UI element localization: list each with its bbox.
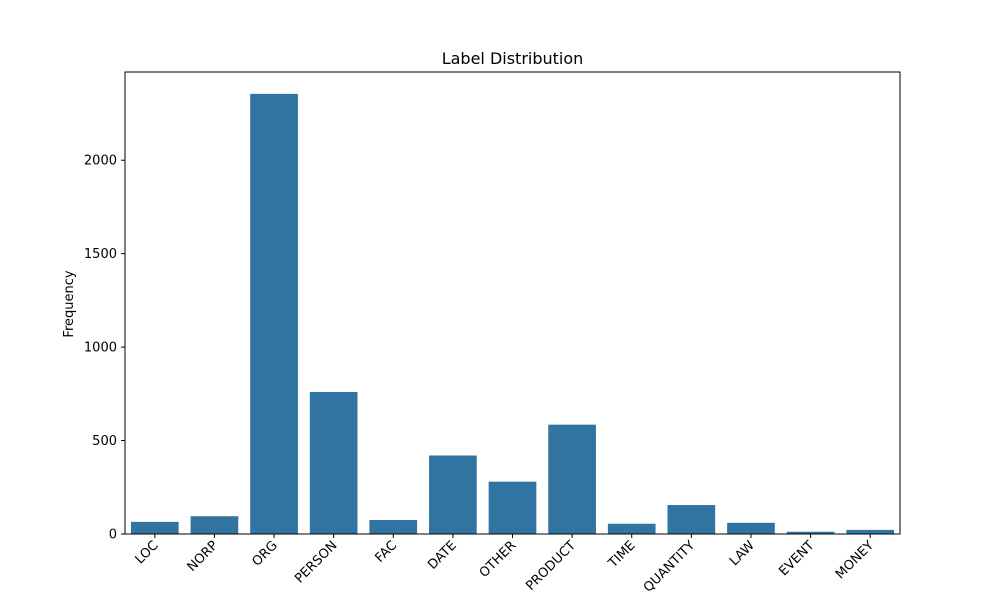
bar-fac <box>369 519 418 534</box>
bar-org <box>250 93 298 534</box>
bar-event <box>786 531 835 534</box>
x-tick-label: MONEY <box>833 538 877 582</box>
x-tick-label: LOC <box>133 538 162 567</box>
chart-title: Label Distribution <box>442 49 584 68</box>
x-tick-label: FAC <box>372 538 400 566</box>
bar-quantity <box>667 505 716 534</box>
x-tick-label: QUANTITY <box>641 538 698 595</box>
bar-person <box>309 391 358 534</box>
y-axis-label: Frequency <box>62 270 77 337</box>
bars-group <box>130 93 895 534</box>
x-tick-label: EVENT <box>776 538 817 579</box>
x-tick-label: PRODUCT <box>523 538 579 594</box>
x-tick-label: LAW <box>727 538 758 569</box>
x-tick-label: TIME <box>605 538 638 571</box>
y-tick-label: 2000 <box>84 154 117 169</box>
y-tick-label: 500 <box>92 434 117 449</box>
x-tick-label: PERSON <box>292 538 340 586</box>
x-tick-label: NORP <box>185 538 222 575</box>
y-tick-label: 1500 <box>84 247 117 262</box>
bar-loc <box>130 521 179 534</box>
plot-frame <box>124 71 901 535</box>
x-axis-ticks: LOC NORP ORG PERSON FAC DATE OTHER PRODUCT TIME Q… <box>133 534 877 596</box>
y-axis-ticks: 0 500 1000 1500 2000 <box>84 154 125 543</box>
bar-product <box>548 424 596 534</box>
bar-date <box>429 455 477 534</box>
x-tick-label: OTHER <box>477 538 520 581</box>
bar-other <box>488 481 537 534</box>
bar-law <box>727 522 775 534</box>
y-tick-label: 0 <box>109 528 117 543</box>
bar-norp <box>190 516 239 534</box>
bar-time <box>607 523 656 534</box>
x-tick-label: ORG <box>250 538 281 569</box>
x-tick-label: DATE <box>425 538 460 573</box>
bar-money <box>846 529 895 534</box>
y-tick-label: 1000 <box>84 341 117 356</box>
